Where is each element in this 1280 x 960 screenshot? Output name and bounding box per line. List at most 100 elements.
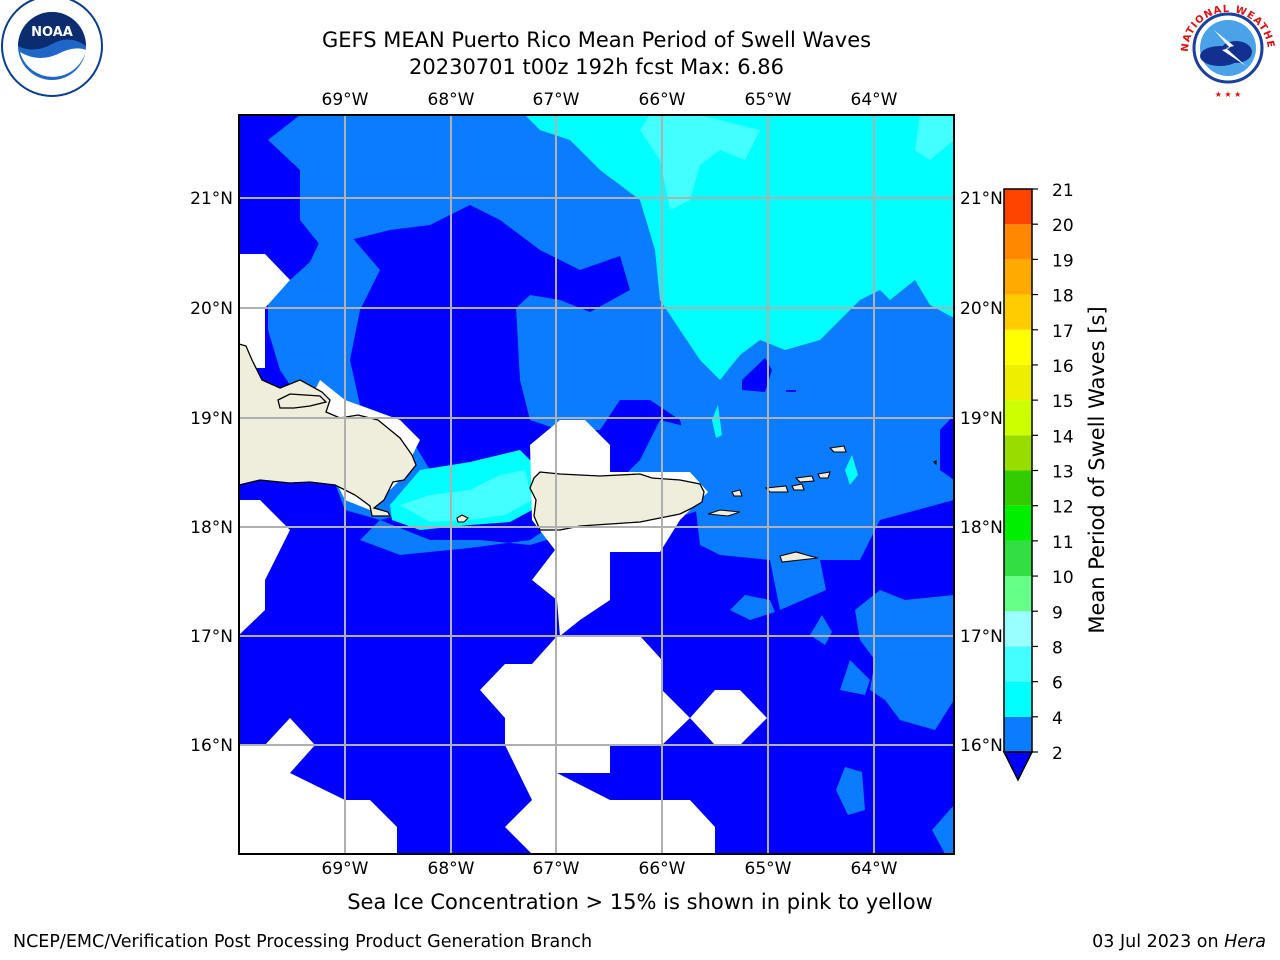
colorbar-segment — [1004, 294, 1032, 330]
chart-title: GEFS MEAN Puerto Rico Mean Period of Swe… — [321, 28, 872, 52]
colorbar-segment — [1004, 329, 1032, 365]
credit-right: 03 Jul 2023 on Hera — [1092, 932, 1266, 952]
lat-label: 16°N — [190, 736, 233, 756]
colorbar-tick-label: 12 — [1052, 498, 1074, 518]
swell-period-patch-5 — [836, 767, 865, 815]
lon-label: 64°W — [851, 859, 898, 879]
lon-label: 67°W — [533, 859, 580, 879]
land-mona-island — [456, 514, 469, 523]
colorbar-tick-label: 17 — [1052, 322, 1074, 342]
svg-text:★ ★ ★: ★ ★ ★ — [1215, 90, 1242, 99]
swell-period-band-4-6 — [525, 115, 954, 380]
lon-label: 68°W — [428, 859, 475, 879]
colorbar-tick-label: 11 — [1052, 533, 1074, 553]
land-st-john — [791, 483, 805, 491]
colorbar-segment — [1004, 189, 1032, 225]
swell-period-patch-4 — [840, 660, 870, 695]
colorbar-segment — [1004, 681, 1032, 717]
colorbar-segment — [1004, 470, 1032, 506]
lon-label: 66°W — [639, 90, 686, 110]
colorbar-segment — [1004, 646, 1032, 682]
colorbar-tick-label: 2 — [1052, 744, 1063, 764]
land-anegada — [828, 445, 847, 453]
colorbar-tick-label: 19 — [1052, 251, 1074, 271]
colorbar-tick-label: 10 — [1052, 568, 1074, 588]
lat-labels-right: 21°N 20°N 19°N 18°N 17°N 16°N — [960, 189, 1003, 756]
colorbar-tick-label: 18 — [1052, 287, 1074, 307]
lon-label: 65°W — [745, 859, 792, 879]
land-culebra — [731, 489, 743, 497]
lat-label: 21°N — [960, 189, 1003, 209]
land-saba — [933, 460, 937, 466]
colorbar-tick-label: 6 — [1052, 674, 1063, 694]
swell-period-patch-8 — [712, 405, 722, 438]
swell-period-band-6-8-south — [400, 470, 532, 522]
lon-labels-bottom: 69°W 68°W 67°W 66°W 65°W 64°W — [322, 859, 898, 879]
colorbar-segment — [1004, 540, 1032, 577]
nws-logo: NATIONAL WEATHER SERVICE ★ ★ ★ — [1176, 0, 1276, 99]
lat-label: 20°N — [960, 299, 1003, 319]
colorbar-segment — [1004, 224, 1032, 260]
lat-label: 20°N — [190, 299, 233, 319]
colorbar-tick-label: 9 — [1052, 603, 1063, 623]
map-gridlines — [239, 115, 954, 854]
colorbar-label: Mean Period of Swell Waves [s] — [1085, 306, 1109, 634]
colorbar-tick-label: 21 — [1052, 181, 1074, 201]
swell-period-patch-1 — [730, 595, 775, 620]
colorbar-segment — [1004, 611, 1032, 647]
colorbar: 2 4 6 8 9 10 11 12 13 14 15 16 17 18 19 20 21 — [1002, 181, 1074, 782]
land-st-croix — [779, 551, 819, 563]
land-hispaniola — [239, 343, 417, 517]
lon-label: 64°W — [851, 90, 898, 110]
colorbar-segment — [1004, 364, 1032, 401]
colorbar-tick-label: 20 — [1052, 216, 1074, 236]
lat-label: 19°N — [190, 409, 233, 429]
colorbar-tick-label: 4 — [1052, 709, 1063, 729]
lat-label: 16°N — [960, 736, 1003, 756]
lat-label: 21°N — [190, 189, 233, 209]
swell-period-patch-3 — [855, 590, 954, 730]
lat-label: 17°N — [190, 627, 233, 647]
colorbar-tick-label: 16 — [1052, 357, 1074, 377]
map-frame — [238, 114, 955, 855]
sea-ice-footnote: Sea Ice Concentration > 15% is shown in … — [347, 890, 933, 914]
credit-host: Hera — [1224, 932, 1266, 952]
credit-date: 03 Jul 2023 on — [1092, 932, 1219, 952]
noaa-logo-text: NOAA — [31, 25, 73, 40]
land-tortola — [794, 475, 815, 483]
lon-label: 67°W — [533, 90, 580, 110]
lat-label: 17°N — [960, 627, 1003, 647]
swell-period-band-6-8-east — [915, 115, 954, 160]
swell-period-patch-2 — [810, 615, 832, 645]
lat-label: 19°N — [960, 409, 1003, 429]
land-tortuga-island — [277, 393, 328, 409]
lat-label: 18°N — [190, 518, 233, 538]
map-plot-area — [239, 115, 954, 854]
swell-period-patch-9 — [742, 358, 772, 392]
land-vieques — [707, 509, 741, 517]
noaa-logo: NOAA — [1, 0, 103, 97]
lon-label: 69°W — [322, 90, 369, 110]
lon-labels-top: 69°W 68°W 67°W 66°W 65°W 64°W — [322, 90, 898, 110]
colorbar-tick-label: 8 — [1052, 638, 1063, 658]
lon-label: 68°W — [428, 90, 475, 110]
credit-left: NCEP/EMC/Verification Post Processing Pr… — [13, 932, 593, 952]
chart-subtitle: 20230701 t00z 192h fcst Max: 6.86 — [409, 55, 784, 79]
colorbar-tick-label: 13 — [1052, 463, 1074, 483]
swell-period-band-6-8 — [640, 115, 760, 210]
colorbar-extend-arrow — [1002, 751, 1034, 782]
swell-period-patch-6 — [932, 805, 954, 854]
lon-label: 69°W — [322, 859, 369, 879]
lat-label: 18°N — [960, 518, 1003, 538]
lon-label: 65°W — [745, 90, 792, 110]
land-virgin-gorda — [817, 471, 831, 479]
colorbar-segment — [1004, 505, 1032, 541]
lon-label: 66°W — [639, 859, 686, 879]
land-puerto-rico — [529, 471, 705, 531]
lat-labels-left: 21°N 20°N 19°N 18°N 17°N 16°N — [190, 189, 233, 756]
colorbar-segment — [1004, 576, 1032, 612]
swell-period-patch-7 — [845, 455, 858, 485]
colorbar-tick-label: 14 — [1052, 427, 1074, 447]
colorbar-segment — [1004, 259, 1032, 295]
